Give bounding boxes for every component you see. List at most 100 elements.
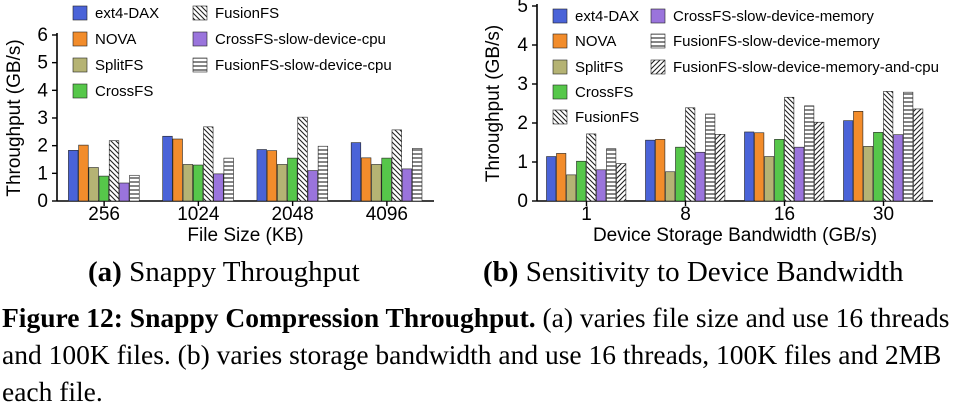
legend-label-crossfs-slow-device-memory: CrossFS-slow-device-memory xyxy=(673,8,874,25)
bar-fusionfs-8 xyxy=(685,107,696,202)
legend-swatch-crossfs xyxy=(72,83,88,99)
legend-label-crossfs: CrossFS xyxy=(575,84,633,101)
y-tick-label: 3 xyxy=(37,108,48,129)
bar-splitfs-1 xyxy=(566,174,577,202)
caption-label: Figure 12: Snappy Compression Throughput… xyxy=(2,302,536,333)
y-tick-label: 0 xyxy=(517,191,528,212)
legend-label-fusionfs: FusionFS xyxy=(575,109,639,126)
bar-nova-1 xyxy=(556,153,567,202)
bar-crossfs-256 xyxy=(98,175,109,202)
legend-label-splitfs: SplitFS xyxy=(95,57,143,74)
bar-fusionfs-4096 xyxy=(391,129,402,202)
bar-splitfs-2048 xyxy=(277,164,288,202)
y-tick-label: 4 xyxy=(517,35,528,56)
legend-swatch-fusionfs xyxy=(552,109,568,125)
bar-crossfs-slow-device-cpu-256 xyxy=(119,182,130,202)
y-tick-label: 3 xyxy=(517,74,528,95)
y-tick-label: 6 xyxy=(37,25,48,46)
bar-crossfs-slow-device-cpu-1024 xyxy=(213,173,224,202)
legend-label-fusionfs-slow-device-cpu: FusionFS-slow-device-cpu xyxy=(215,57,392,74)
bar-splitfs-30 xyxy=(863,146,874,202)
x-axis-label: Device Storage Bandwidth (GB/s) xyxy=(593,225,877,246)
legend-swatch-nova xyxy=(72,31,88,47)
legend-swatch-fusionfs xyxy=(192,5,208,21)
bar-fusionfs-1024 xyxy=(203,126,214,202)
bar-nova-1024 xyxy=(172,138,183,202)
subcaption-a-text: Snappy Throughput xyxy=(122,256,360,288)
bar-crossfs-slow-device-memory-8 xyxy=(695,151,706,202)
legend-swatch-ext4-dax xyxy=(72,5,88,21)
subcaptions: (a) Snappy Throughput (b) Sensitivity to… xyxy=(88,256,904,288)
bar-ext4-dax-256 xyxy=(68,150,79,202)
bar-fusionfs-slow-device-memory-and-cpu-1 xyxy=(616,163,627,202)
legend-swatch-crossfs-slow-device-cpu xyxy=(192,31,208,47)
legend-label-crossfs-slow-device-cpu: CrossFS-slow-device-cpu xyxy=(215,31,386,48)
bar-crossfs-slow-device-memory-1 xyxy=(596,169,607,202)
bar-crossfs-16 xyxy=(774,139,785,202)
x-tick-label: 2048 xyxy=(271,204,313,225)
y-tick-label: 1 xyxy=(517,152,528,173)
chart-a: 0 1 2 3 4 5 6 Throughput (GB/s) File Size (KB) 25… xyxy=(4,5,434,246)
subcaption-b-letter: (b) xyxy=(483,256,518,288)
bar-ext4-dax-4096 xyxy=(350,142,362,202)
legend-label-fusionfs-slow-device-memory: FusionFS-slow-device-memory xyxy=(673,33,880,50)
x-tick-label: 8 xyxy=(680,204,691,225)
legend-swatch-nova xyxy=(552,33,568,49)
bar-nova-8 xyxy=(655,139,666,202)
y-tick-label: 5 xyxy=(517,0,528,17)
legend-swatch-fusionfs-slow-device-memory xyxy=(650,33,666,49)
x-tick-label: 16 xyxy=(774,204,795,225)
legend-swatch-fusionfs-slow-device-cpu xyxy=(192,57,208,73)
legend: ext4-DAX FusionFS NOVA CrossFS-slow-device-… xyxy=(72,5,392,100)
subcaption-b: (b) Sensitivity to Device Bandwidth xyxy=(483,256,904,288)
bar-crossfs-1 xyxy=(576,160,587,202)
legend-label-nova: NOVA xyxy=(575,33,616,50)
legend-label-crossfs: CrossFS xyxy=(95,83,153,100)
bar-fusionfs-16 xyxy=(784,96,795,202)
bar-ext4-dax-1 xyxy=(546,156,557,202)
bar-crossfs-1024 xyxy=(192,164,204,202)
chart-b: 0 1 2 3 4 5 Throughput (GB/s) Device Storage Ba… xyxy=(483,0,939,246)
bar-fusionfs-slow-device-memory-and-cpu-30 xyxy=(913,108,924,202)
bar-crossfs-slow-device-cpu-4096 xyxy=(401,168,413,202)
bar-fusionfs-slow-device-memory-and-cpu-8 xyxy=(715,134,726,202)
bar-fusionfs-30 xyxy=(883,91,894,202)
bar-splitfs-256 xyxy=(88,167,99,202)
legend-label-nova: NOVA xyxy=(95,31,136,48)
legend-swatch-ext4-dax xyxy=(552,8,568,24)
bar-crossfs-30 xyxy=(873,132,884,202)
legend: ext4-DAX CrossFS-slow-device-memory NOVA Fu… xyxy=(552,8,939,126)
y-tick-label: 2 xyxy=(517,113,528,134)
bar-fusionfs-slow-device-cpu-1024 xyxy=(223,157,234,202)
bar-fusionfs-slow-device-cpu-2048 xyxy=(317,145,329,202)
bar-fusionfs-2048 xyxy=(297,116,308,202)
bar-ext4-dax-1024 xyxy=(162,135,173,202)
bar-ext4-dax-2048 xyxy=(256,149,267,202)
bar-crossfs-slow-device-memory-30 xyxy=(893,134,904,202)
bar-crossfs-4096 xyxy=(381,157,392,202)
x-tick-label: 1024 xyxy=(177,204,220,225)
bar-ext4-dax-8 xyxy=(645,139,656,202)
y-tick-label: 0 xyxy=(37,191,48,212)
bar-fusionfs-slow-device-memory-16 xyxy=(804,105,815,202)
y-axis-label: Throughput (GB/s) xyxy=(483,25,504,182)
y-tick-label: 5 xyxy=(37,53,48,74)
bar-fusionfs-256 xyxy=(108,140,120,202)
bar-nova-4096 xyxy=(361,157,372,202)
subcaption-a-letter: (a) xyxy=(88,256,122,288)
x-tick-label: 256 xyxy=(88,204,120,225)
subcaption-b-text: Sensitivity to Device Bandwidth xyxy=(518,256,904,288)
y-tick-label: 4 xyxy=(37,80,48,101)
bar-splitfs-1024 xyxy=(182,164,193,202)
bar-crossfs-2048 xyxy=(287,157,298,202)
legend-label-fusionfs: FusionFS xyxy=(215,5,279,22)
bar-nova-2048 xyxy=(266,150,278,202)
bar-nova-256 xyxy=(78,144,89,202)
bar-crossfs-8 xyxy=(675,146,686,202)
bar-fusionfs-slow-device-cpu-256 xyxy=(129,174,140,202)
bar-ext4-dax-16 xyxy=(744,131,755,202)
bar-fusionfs-1 xyxy=(586,133,597,202)
subcaption-a: (a) Snappy Throughput xyxy=(88,256,360,288)
